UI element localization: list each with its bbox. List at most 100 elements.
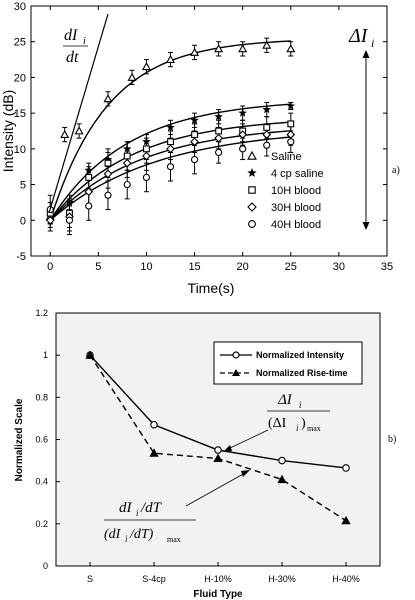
plot-b-legend-box — [213, 341, 363, 385]
y-tick-label: 1 — [43, 350, 48, 360]
delta-intensity-annotation: ΔI i — [348, 25, 374, 50]
svg-text:ΔI: ΔI — [277, 392, 293, 408]
x-tick-label: 20 — [237, 261, 249, 273]
data-point — [262, 104, 272, 114]
plot-a-error-bars — [47, 37, 294, 236]
x-tick-label: 5 — [95, 261, 101, 273]
data-point — [142, 151, 151, 161]
data-point — [214, 133, 223, 143]
y-tick-label: 0.4 — [35, 477, 48, 487]
plot-b-x-axis-label: Fluid Type — [193, 589, 243, 600]
data-point — [166, 144, 175, 154]
panel-a-label: a) — [392, 165, 400, 176]
legend-marker-intensity — [232, 351, 240, 359]
data-point — [127, 72, 137, 81]
y-tick-label: 20 — [14, 72, 26, 84]
data-point — [165, 54, 176, 64]
plot-b-y-axis-label: Normalized Scale — [14, 398, 25, 481]
x-tick-label: 25 — [285, 261, 297, 273]
legend-label: 10H blood — [271, 185, 321, 197]
data-point — [214, 112, 224, 121]
data-point — [286, 101, 296, 110]
plot-b-legend: Normalized Intensity Normalized Rise-tim… — [213, 341, 363, 385]
panel-b: S S-4cp H-10% H-30% H-40% 0 0.2 0.4 0.6 0.8 1 1.2 N… — [14, 308, 396, 600]
data-point — [263, 141, 271, 149]
data-point — [214, 446, 222, 454]
x-tick-label: H-40% — [332, 574, 360, 584]
svg-text:i: i — [296, 423, 299, 433]
y-tick-label: -5 — [16, 251, 26, 263]
svg-text:dI: dI — [64, 27, 78, 44]
x-tick-label: 15 — [188, 261, 200, 273]
data-point — [150, 420, 158, 429]
svg-text:i: i — [136, 508, 139, 518]
legend-marker — [247, 167, 257, 178]
plot-a-legend: Saline 4 cp saline 10H blood 30H blood 40H b… — [247, 150, 324, 231]
data-point — [287, 138, 295, 146]
y-tick-label: 5 — [20, 180, 26, 192]
svg-text:dt: dt — [66, 49, 79, 66]
panel-a: 0 5 10 15 20 25 30 35 -5 0 5 10 15 20 25 30 Saline 4 cp … — [0, 1, 400, 296]
svg-text:ΔI: ΔI — [348, 25, 369, 47]
y-tick-label: 30 — [14, 1, 26, 13]
plot-a-y-axis-label: Intensity (dB) — [0, 90, 16, 172]
svg-text:max: max — [307, 424, 321, 433]
legend-label-intensity: Normalized Intensity — [256, 350, 344, 360]
data-point — [84, 165, 94, 175]
data-point — [45, 215, 55, 225]
data-point — [190, 47, 200, 56]
data-point — [65, 216, 74, 224]
data-point — [85, 173, 93, 181]
delta-arrow — [362, 50, 370, 230]
data-point — [85, 202, 93, 210]
svg-text:max: max — [167, 535, 181, 544]
x-tick-label: H-30% — [268, 574, 296, 584]
legend-label: 30H blood — [271, 202, 321, 214]
data-point — [238, 44, 248, 53]
y-tick-label: 1.2 — [35, 308, 48, 318]
slope-tangent-line — [48, 13, 109, 214]
data-point — [65, 197, 74, 207]
data-point — [214, 44, 224, 53]
data-point — [104, 159, 112, 167]
x-tick-label: H-10% — [204, 574, 232, 584]
data-point — [143, 145, 150, 153]
y-tick-label: 15 — [14, 108, 26, 120]
legend-label: 4 cp saline — [271, 168, 324, 180]
legend-marker-rise-time — [232, 369, 240, 376]
data-point — [122, 158, 132, 168]
data-point — [190, 137, 199, 147]
svg-text:dI: dI — [119, 500, 133, 516]
y-tick-label: 0.8 — [35, 392, 48, 402]
intensity-ratio-annotation: ΔI i (ΔI i ) max — [267, 392, 330, 433]
svg-text:i: i — [371, 36, 374, 50]
data-point — [238, 108, 248, 117]
y-tick-label: 25 — [14, 37, 26, 49]
plot-a-frame — [30, 5, 388, 257]
data-point — [215, 148, 223, 157]
plot-b-ticks: S S-4cp H-10% H-30% H-40% 0 0.2 0.4 0.6 0.8 1 1.2 — [35, 308, 359, 584]
data-point — [277, 474, 287, 484]
data-point — [215, 127, 223, 135]
data-point — [166, 122, 175, 132]
x-tick-label: 30 — [333, 261, 345, 273]
x-tick-label: 0 — [47, 261, 53, 273]
x-tick-label: 35 — [381, 261, 393, 273]
data-point — [213, 453, 223, 463]
data-point — [141, 137, 151, 146]
y-tick-label: 0 — [20, 215, 26, 227]
legend-label: 40H blood — [271, 219, 321, 231]
y-tick-label: 0.2 — [35, 519, 48, 529]
data-point — [238, 130, 248, 139]
svg-text:(dI: (dI — [104, 527, 122, 542]
y-tick-label: 10 — [14, 144, 26, 156]
data-point — [60, 129, 70, 139]
data-point — [166, 163, 175, 171]
data-point — [141, 61, 151, 71]
x-tick-label: 10 — [140, 261, 152, 273]
data-point — [122, 144, 132, 153]
data-point — [286, 44, 296, 53]
legend-label-rise-time: Normalized Rise-time — [256, 368, 348, 378]
plot-a-markers — [45, 40, 296, 225]
legend-label: Saline — [271, 151, 302, 163]
